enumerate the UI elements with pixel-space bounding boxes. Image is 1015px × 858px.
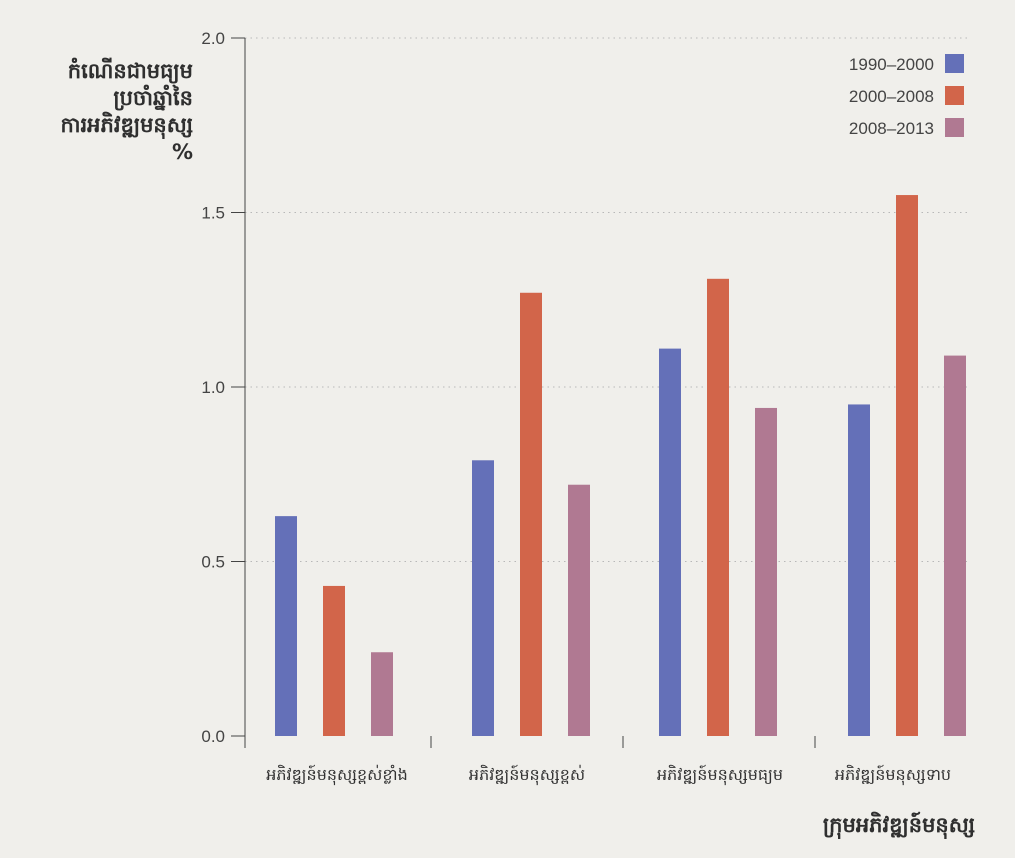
y-axis-label-line-4: % (171, 139, 193, 164)
legend-label: 1990–2000 (849, 55, 934, 74)
y-tick-label: 1.0 (201, 378, 225, 397)
legend-swatch (945, 118, 964, 137)
bar-1-group-3 (659, 348, 681, 736)
y-tick-label: 1.5 (201, 204, 225, 223)
y-axis-label-line-3: ការអភិវឌ្ឍមនុស្ស (60, 112, 193, 137)
bar-1-group-4 (848, 404, 870, 736)
x-axis-label: ក្រុមអភិវឌ្ឍន៍មនុស្ស (822, 813, 975, 837)
category-label: អភិវឌ្ឍន៍មនុស្សខ្ពស់ (469, 764, 585, 786)
bar-3-group-3 (755, 407, 777, 736)
y-tick-label: 2.0 (201, 29, 225, 48)
bar-3-group-4 (944, 355, 966, 736)
bar-2-group-3 (707, 278, 729, 736)
legend-swatch (945, 86, 964, 105)
y-axis-label-line-1: កំណើនជាមធ្យម (67, 59, 193, 83)
legend-swatch (945, 54, 964, 73)
category-label: អភិវឌ្ឍន៍មនុស្សទាប (835, 764, 951, 786)
bar-2-group-4 (896, 195, 918, 737)
bar-3-group-2 (568, 484, 590, 736)
y-axis-label: កំណើនជាមធ្យម ប្រចាំឆ្នាំនៃ ការអភិវឌ្ឍមនុ… (0, 58, 193, 166)
y-tick-label: 0.0 (201, 727, 225, 746)
bar-2-group-1 (323, 585, 345, 736)
category-label: អភិវឌ្ឍន៍មនុស្សខ្ពស់ខ្លាំង (266, 764, 408, 786)
bar-1-group-2 (472, 460, 494, 736)
category-label: អភិវឌ្ឍន៍មនុស្សមធ្យម (657, 764, 783, 786)
legend-label: 2008–2013 (849, 119, 934, 138)
y-tick-label: 0.5 (201, 553, 225, 572)
y-axis-label-line-2: ប្រចាំឆ្នាំនៃ (113, 85, 193, 110)
bar-3-group-1 (371, 652, 393, 736)
bar-2-group-2 (520, 292, 542, 736)
legend-label: 2000–2008 (849, 87, 934, 106)
bar-1-group-1 (275, 516, 297, 736)
